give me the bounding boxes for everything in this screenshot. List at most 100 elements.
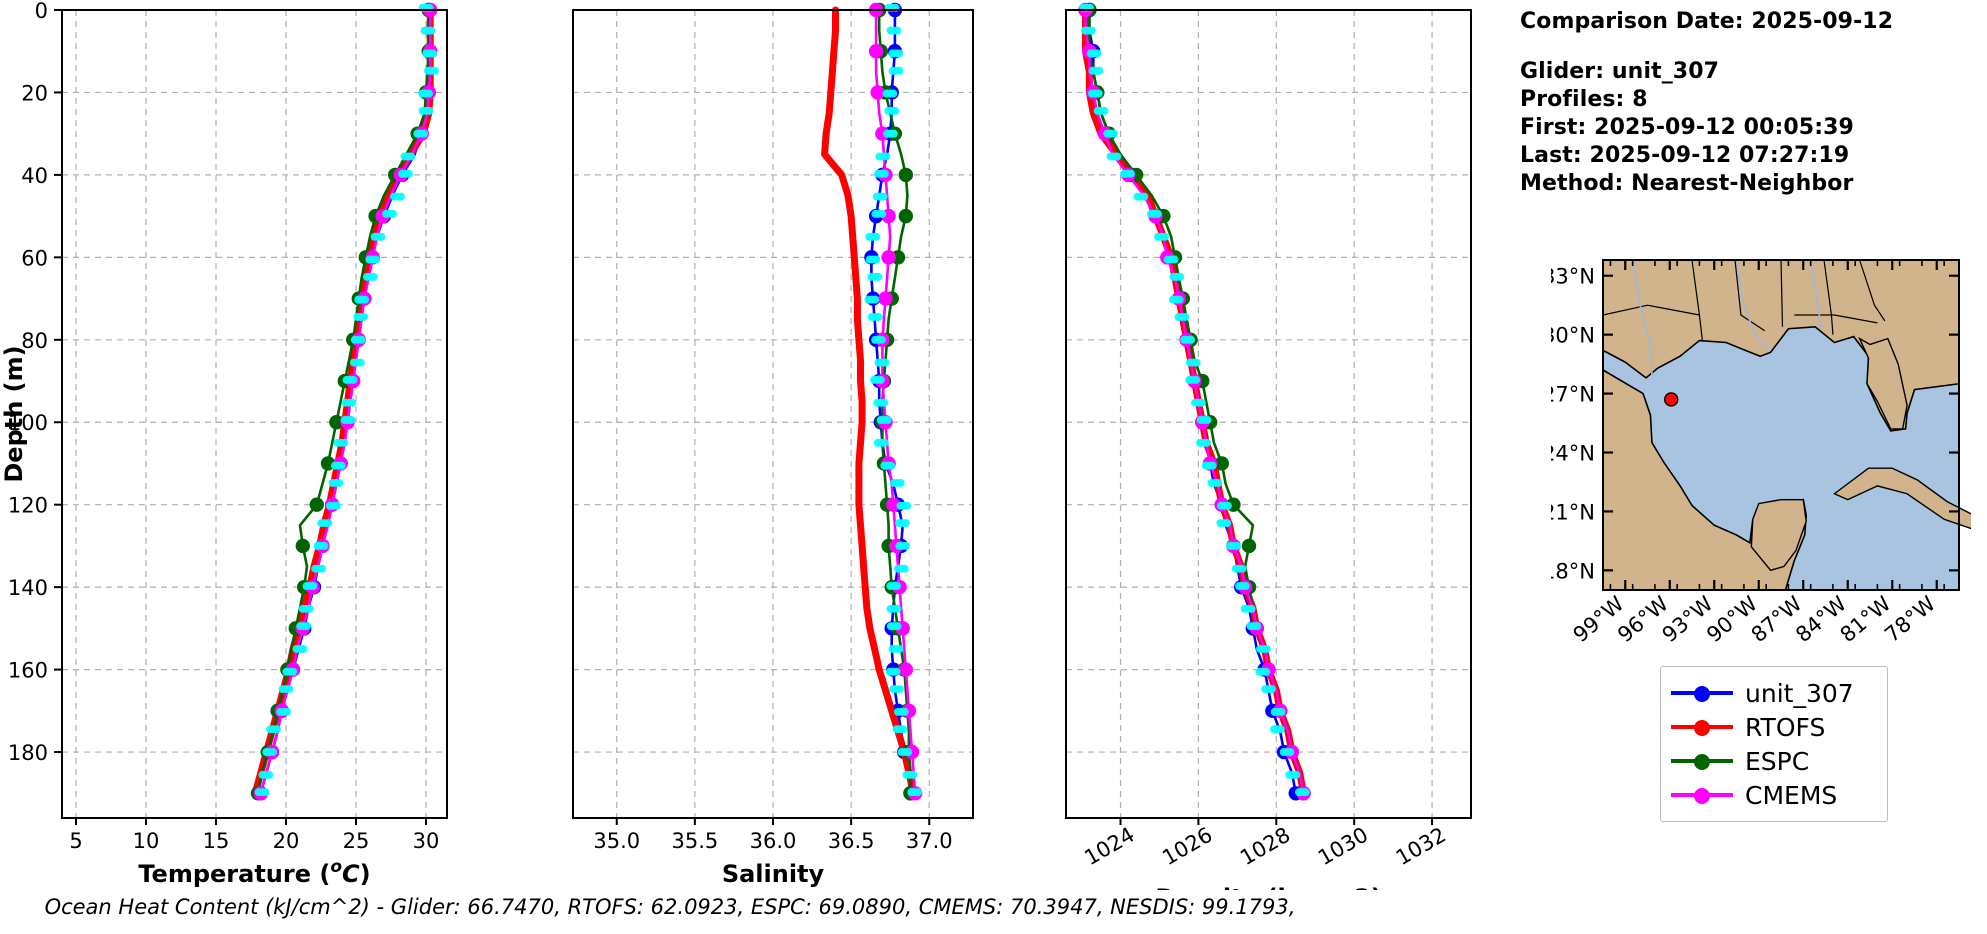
profile-scatter-point (360, 312, 369, 321)
plot-frame (1065, 9, 1472, 819)
profile-scatter-point (1175, 295, 1184, 304)
profile-scatter-point (1087, 26, 1096, 35)
profile-scatter-point (1192, 358, 1201, 367)
map-frame (1602, 259, 1960, 591)
profile-scatter-point (874, 312, 883, 321)
profile-scatter-point (891, 106, 900, 115)
profile-scatter-point (1094, 89, 1103, 98)
map-lat-label: 21°N (1551, 500, 1595, 524)
profile-scatter-point (901, 519, 910, 528)
profile-scatter-point (1214, 478, 1223, 487)
profile-count: Profiles: 8 (1520, 87, 1648, 112)
profile-scatter-point (340, 438, 349, 447)
map-lat-label: 27°N (1551, 383, 1595, 407)
profile-scatter-point (1126, 169, 1135, 178)
profile-scatter-point (269, 748, 278, 757)
glider-name: Glider: unit_307 (1520, 59, 1720, 84)
profile-scatter-point (361, 295, 370, 304)
map-lat-label: 30°N (1551, 324, 1595, 348)
profile-scatter-point (880, 169, 889, 178)
map-yucatan (1750, 498, 1807, 572)
profile-scatter-point (348, 398, 357, 407)
profile-scatter-point (880, 438, 889, 447)
profile-scatter-point (874, 272, 883, 281)
plot-density: 1024 1026 1028 1030 1032 Density (kg m-3) (1065, 2, 1472, 890)
profile-scatter-point (871, 295, 880, 304)
profile-scatter-point (1253, 622, 1262, 631)
series-marker-cmems (868, 44, 884, 59)
profile-scatter-point (1277, 707, 1286, 716)
profile-scatter-point (261, 788, 270, 797)
profile-scatter-point (285, 685, 294, 694)
location-map: 18°N21°N24°N27°N30°N33°N99°W96°W93°W90°W… (1551, 252, 1971, 642)
x-tick-label: 36.5 (828, 829, 875, 853)
profile-scatter-point (877, 335, 886, 344)
profile-scatter-point (320, 541, 329, 550)
interp-method: Method: Nearest-Neighbor (1520, 171, 1854, 196)
map-florida (1858, 336, 1908, 430)
profile-scatter-point (272, 725, 281, 734)
profile-scatter-point (900, 564, 909, 573)
spacer (1520, 36, 1893, 58)
legend-item[interactable]: RTOFS (1671, 710, 1875, 744)
profile-scatter-point (893, 26, 902, 35)
profile-scatter-point (893, 582, 902, 591)
series-marker-cmems (881, 250, 896, 265)
map-border (1780, 259, 1784, 327)
map-border (1602, 349, 1626, 363)
legend-item[interactable]: unit_307 (1671, 676, 1875, 710)
plot-salinity: 35.0 35.5 36.0 36.5 37.0 Salinity (572, 2, 974, 888)
profile-scatter-point (1140, 192, 1149, 201)
profile-scatter-point (309, 582, 318, 591)
map-border (1734, 259, 1766, 332)
x-tick-label: 35.0 (593, 829, 640, 853)
x-tick-label: 37.0 (906, 829, 953, 853)
series-marker-espc (329, 415, 344, 430)
x-tick-label: 30 (413, 829, 440, 853)
series-legend: unit_307 RTOFS ESPC CMEMS (1660, 666, 1888, 822)
y-tick-label: 140 (8, 576, 48, 600)
series-marker-cmems (878, 291, 893, 306)
series-marker-cmems (870, 85, 885, 100)
profile-scatter-point (909, 770, 918, 779)
profile-scatter-point (1100, 106, 1109, 115)
map-lat-label: 24°N (1551, 442, 1595, 466)
profile-scatter-point (878, 209, 887, 218)
legend-label: CMEMS (1745, 780, 1838, 810)
map-border (1691, 259, 1703, 341)
x-axis-title-salinity: Salinity (722, 860, 825, 888)
profile-scatter-point (893, 622, 902, 631)
comparison-date: Comparison Date: 2025-09-12 (1520, 9, 1894, 34)
map-river (1735, 259, 1770, 351)
legend-label: unit_307 (1745, 678, 1854, 708)
profile-scatter-point (882, 152, 891, 161)
profile-scatter-point (425, 106, 434, 115)
profile-scatter-point (1262, 644, 1271, 653)
profile-scatter-point (430, 66, 439, 75)
profile-scatter-point (895, 49, 904, 58)
map-border (1859, 259, 1886, 322)
profile-scatter-point (1160, 232, 1169, 241)
profile-scatter-point (1113, 152, 1122, 161)
legend-item[interactable]: ESPC (1671, 744, 1875, 778)
y-tick-label: 120 (8, 494, 48, 518)
series-marker-espc (1241, 538, 1257, 554)
profile-scatter-point (427, 26, 436, 35)
x-tick-label: 1030 (1314, 823, 1372, 871)
profile-plots: 5 10 15 20 25 30 Temperature (oC) 0 20 40 60 80 100 1… (0, 0, 1472, 890)
profile-scatter-point (1223, 501, 1232, 510)
series-marker-espc (898, 208, 914, 224)
profile-scatter-point (299, 644, 308, 653)
y-tick-label: 80 (21, 329, 48, 353)
profile-scatter-point (896, 478, 905, 487)
profile-scatter-point (1192, 375, 1201, 384)
legend-item[interactable]: CMEMS (1671, 778, 1875, 812)
profile-scatter-point (404, 169, 413, 178)
plot-temperature: 5 10 15 20 25 30 Temperature (oC) 0 20 40 60 80 100 1… (0, 0, 448, 888)
profile-scatter-point (1208, 461, 1217, 470)
profile-scatter-point (895, 644, 904, 653)
profile-scatter-point (893, 604, 902, 613)
profile-scatter-point (872, 232, 881, 241)
series-marker-espc (309, 497, 324, 512)
map-river (1809, 259, 1822, 329)
